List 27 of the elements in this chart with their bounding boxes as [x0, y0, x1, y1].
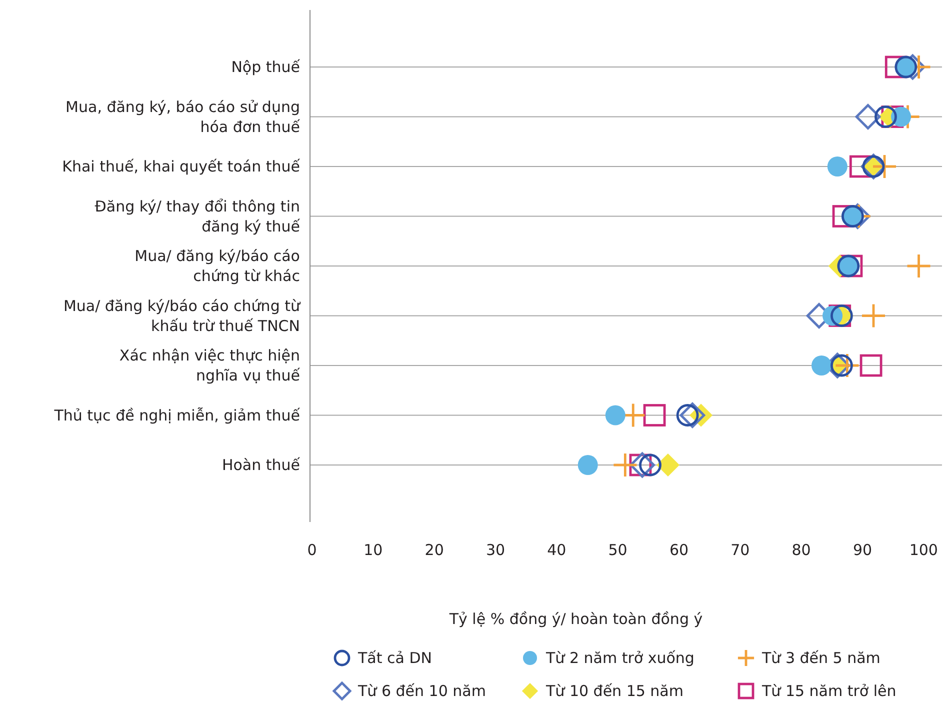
legend-label: Từ 3 đến 5 năm	[761, 649, 880, 667]
legend-label: Từ 2 năm trở xuống	[545, 649, 694, 667]
legend-label: Từ 15 năm trở lên	[761, 682, 896, 700]
x-tick-label: 50	[608, 541, 628, 559]
x-tick-label: 80	[792, 541, 811, 559]
y-tick-label: Mua/ đăng ký/báo cáo chứng từ khác	[134, 247, 300, 285]
x-tick-label: 20	[424, 541, 444, 559]
x-tick-label: 0	[307, 541, 317, 559]
x-tick-label: 70	[730, 541, 750, 559]
y-tick-label: Mua/ đăng ký/báo cáo chứng từ khấu trừ thuế TNCN	[63, 296, 302, 335]
x-tick-label: 90	[852, 541, 872, 559]
y-tick-label: Khai thuế, khai quyết toán thuế	[62, 158, 301, 176]
legend-label: Từ 6 đến 10 năm	[357, 682, 486, 700]
x-tick-label: 40	[547, 541, 566, 559]
y-tick-label: Thủ tục đề nghị miễn, giảm thuế	[53, 406, 301, 424]
y-tick-label: Xác nhận việc thực hiện nghĩa vụ thuế	[119, 346, 301, 384]
x-tick-label: 30	[486, 541, 506, 559]
x-tick-label: 10	[364, 541, 383, 559]
x-tick-label: 100	[909, 541, 938, 559]
legend-label: Từ 10 đến 15 năm	[545, 682, 684, 700]
y-tick-label: Nộp thuế	[231, 58, 301, 76]
x-tick-label: 60	[669, 541, 689, 559]
y-tick-label: Mua, đăng ký, báo cáo sử dụng hóa đơn thuế	[66, 98, 301, 136]
y-tick-label: Hoàn thuế	[222, 456, 301, 474]
x-axis-title: Tỷ lệ % đồng ý/ hoàn toàn đồng ý	[448, 610, 703, 628]
y-tick-label: Đăng ký/ thay đổi thông tin đăng ký thuế	[94, 197, 301, 236]
legend-label: Tất cả DN	[357, 649, 432, 667]
